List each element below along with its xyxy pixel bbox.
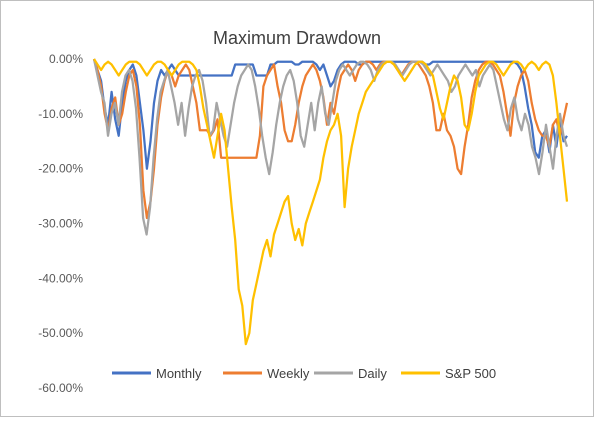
y-tick-label: -20.00%	[38, 162, 83, 176]
legend-label: Monthly	[156, 366, 202, 381]
chart-title: Maximum Drawdown	[213, 28, 381, 48]
series-line-daily	[92, 58, 569, 236]
y-tick-label: -50.00%	[38, 326, 83, 340]
y-tick-label: -40.00%	[38, 271, 83, 285]
series-lines	[92, 58, 569, 346]
y-axis-ticks: 0.00% -10.00% -20.00% -30.00% -40.00% -50.00%…	[38, 52, 83, 395]
legend: Monthly Weekly Daily S&P 500	[112, 366, 496, 381]
legend-label: Weekly	[267, 366, 310, 381]
series-line-s-p-500	[93, 58, 569, 346]
y-tick-label: -10.00%	[38, 107, 83, 121]
y-tick-label: 0.00%	[49, 52, 83, 66]
y-tick-label: -60.00%	[38, 381, 83, 395]
y-tick-label: -30.00%	[38, 217, 83, 231]
legend-label: Daily	[358, 366, 387, 381]
legend-label: S&P 500	[445, 366, 496, 381]
